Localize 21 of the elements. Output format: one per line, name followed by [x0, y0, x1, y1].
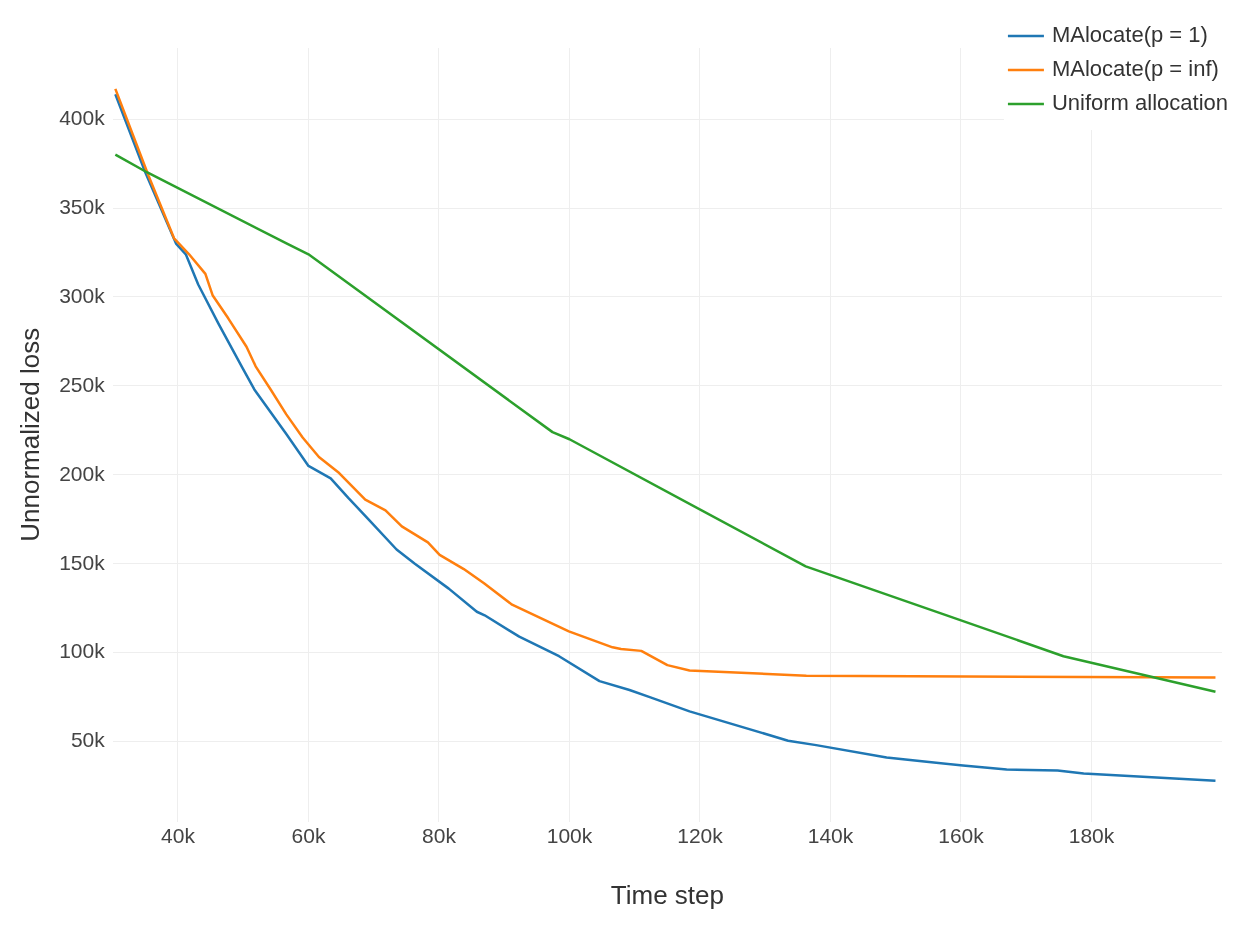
x-tick-label: 180k	[1068, 824, 1115, 847]
y-tick-label: 200k	[59, 461, 106, 485]
legend-label: Uniform allocation	[1051, 90, 1228, 116]
y-axis-title: Unnormalized loss	[14, 327, 45, 542]
y-tick-label: 250k	[59, 372, 106, 396]
x-tick-label: 40k	[161, 824, 196, 847]
legend-label: MAlocate(p = 1)	[1051, 22, 1208, 48]
legend-label: MAlocate(p = inf)	[1051, 56, 1219, 82]
x-tick-label: 80k	[422, 824, 457, 847]
y-tick-label: 350k	[59, 194, 106, 218]
x-tick-label: 60k	[291, 824, 326, 847]
y-tick-label: 150k	[59, 550, 106, 574]
x-axis-title: Time step	[610, 879, 724, 910]
y-tick-label: 300k	[59, 283, 106, 307]
x-tick-label: 100k	[546, 824, 593, 847]
y-tick-label: 400k	[59, 105, 106, 129]
y-tick-label: 100k	[59, 639, 106, 663]
x-tick-label: 140k	[807, 824, 854, 847]
y-tick-label: 50k	[70, 728, 106, 752]
x-tick-label: 160k	[938, 824, 985, 847]
x-tick-label: 120k	[677, 824, 724, 847]
